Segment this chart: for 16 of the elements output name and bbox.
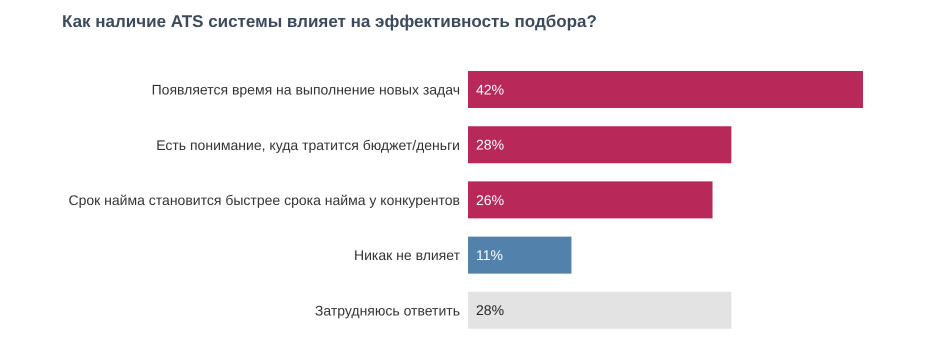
data-label: 11% xyxy=(476,247,503,263)
y-tick-label: Никак не влияет xyxy=(354,247,461,264)
bar xyxy=(468,292,732,329)
data-label: 42% xyxy=(476,81,504,98)
y-tick-label: Срок найма становится быстрее срока найма у конкурентов xyxy=(68,192,460,208)
bar xyxy=(468,236,572,274)
bar xyxy=(468,181,713,218)
bar xyxy=(468,126,732,164)
y-tick-label: Затрудняюсь ответить xyxy=(314,302,460,318)
bar xyxy=(468,71,863,108)
text: Как наличие ATS системы влияет на эффективность подбора? xyxy=(61,11,598,33)
y-tick-label: Появляется время на выполнение новых задач xyxy=(152,82,460,98)
data-label: 28% xyxy=(476,302,504,318)
y-tick-label: Есть понимание, куда тратится бюджет/деньги xyxy=(156,136,460,153)
data-label: 26% xyxy=(476,192,504,208)
data-label: 28% xyxy=(476,136,504,153)
